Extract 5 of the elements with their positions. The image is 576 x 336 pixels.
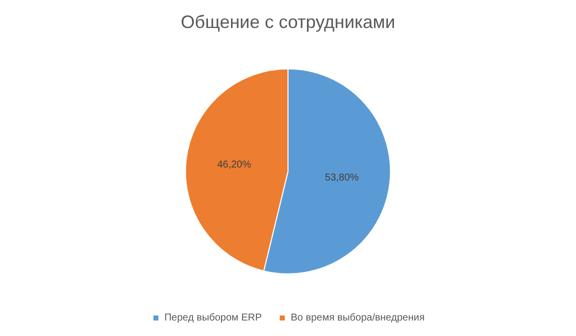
legend-label: Перед выбором ERP <box>164 312 262 324</box>
data-label: 53,80% <box>324 172 359 184</box>
chart-title: Общение с сотрудниками <box>180 12 396 32</box>
legend-label: Во время выбора/внедрения <box>290 312 425 324</box>
data-label: 46,20% <box>217 159 252 170</box>
